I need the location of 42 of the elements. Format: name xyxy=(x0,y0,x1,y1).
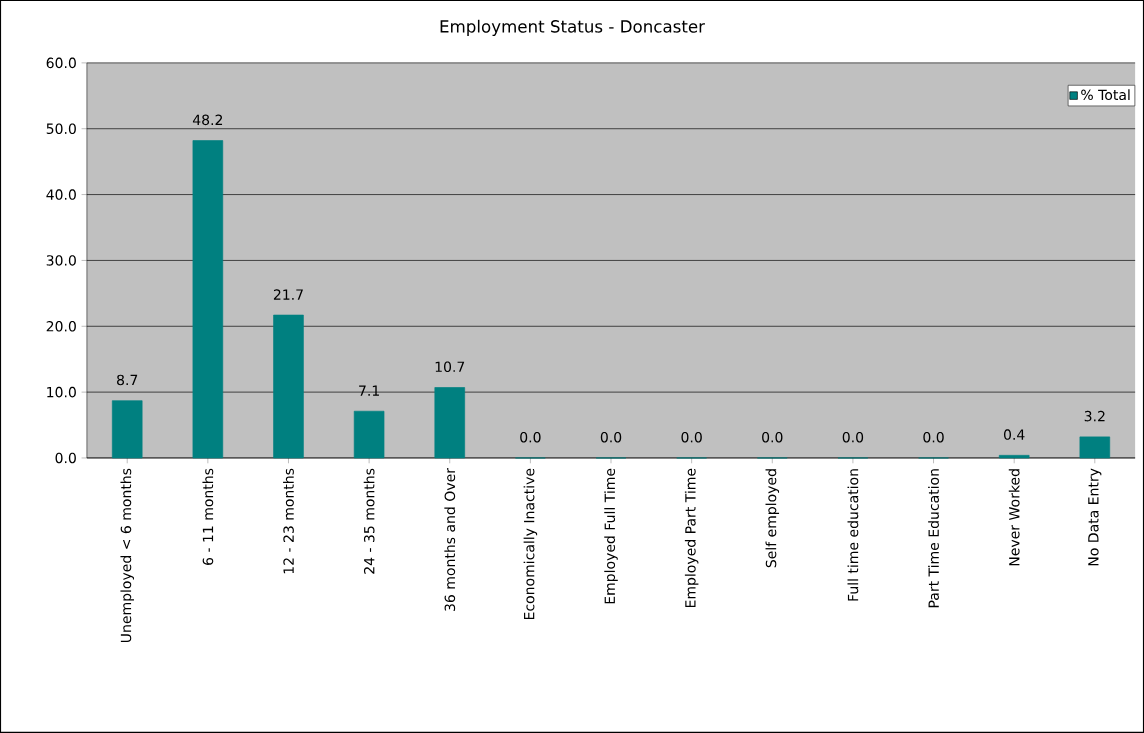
data-label: 3.2 xyxy=(1084,410,1105,422)
data-label: 8.7 xyxy=(117,374,138,386)
data-label: 0.0 xyxy=(681,431,702,443)
bar xyxy=(434,387,465,459)
y-tick-label: 20.0 xyxy=(46,321,76,332)
bar xyxy=(111,400,143,459)
x-tick-label: Economically Inactive xyxy=(523,468,538,620)
x-tick-label: 6 - 11 months xyxy=(202,468,214,565)
x-tick-label: Employed Part Time xyxy=(684,468,699,608)
legend-label: % Total xyxy=(1081,89,1130,101)
x-tick-label: 12 - 23 months xyxy=(283,468,294,574)
x-tick-label: Unemployed < 6 months xyxy=(120,468,134,643)
y-tick-label: 50.0 xyxy=(46,123,76,135)
x-tick-label: 36 months and Over xyxy=(444,468,456,611)
data-label: 10.7 xyxy=(435,361,465,373)
data-label: 0.0 xyxy=(762,431,783,443)
data-label: 0.0 xyxy=(520,431,541,443)
y-tick-label: 40.0 xyxy=(46,189,76,200)
data-label: 0.0 xyxy=(600,431,622,443)
y-tick-label: 30.0 xyxy=(46,255,76,266)
bar xyxy=(998,455,1030,459)
x-tick-label: No Data Entry xyxy=(1088,468,1102,566)
x-tick-label: Employed Full Time xyxy=(604,468,618,604)
x-tick-label: Part Time Education xyxy=(928,469,939,608)
data-label: 7.1 xyxy=(359,385,379,396)
chart-title: Employment Status - Doncaster xyxy=(440,19,706,36)
data-label: 0.4 xyxy=(1003,429,1025,440)
data-label: 48.2 xyxy=(192,114,223,126)
x-tick-label: Never Worked xyxy=(1008,469,1020,566)
bar xyxy=(1079,436,1111,459)
x-tick-label: Self employed xyxy=(765,469,780,568)
data-label: 0.0 xyxy=(923,431,944,443)
y-tick-label: 60.0 xyxy=(46,57,76,69)
data-label: 0.0 xyxy=(842,431,864,443)
bar xyxy=(192,140,224,459)
y-tick-label: 10.0 xyxy=(47,386,76,398)
bar xyxy=(353,410,385,459)
data-label: 21.7 xyxy=(273,289,303,300)
bar xyxy=(273,314,304,459)
x-tick-label: Full time education xyxy=(847,469,859,601)
x-tick-label: 24 - 35 months xyxy=(363,468,375,574)
y-tick-label: 0.0 xyxy=(55,452,76,464)
